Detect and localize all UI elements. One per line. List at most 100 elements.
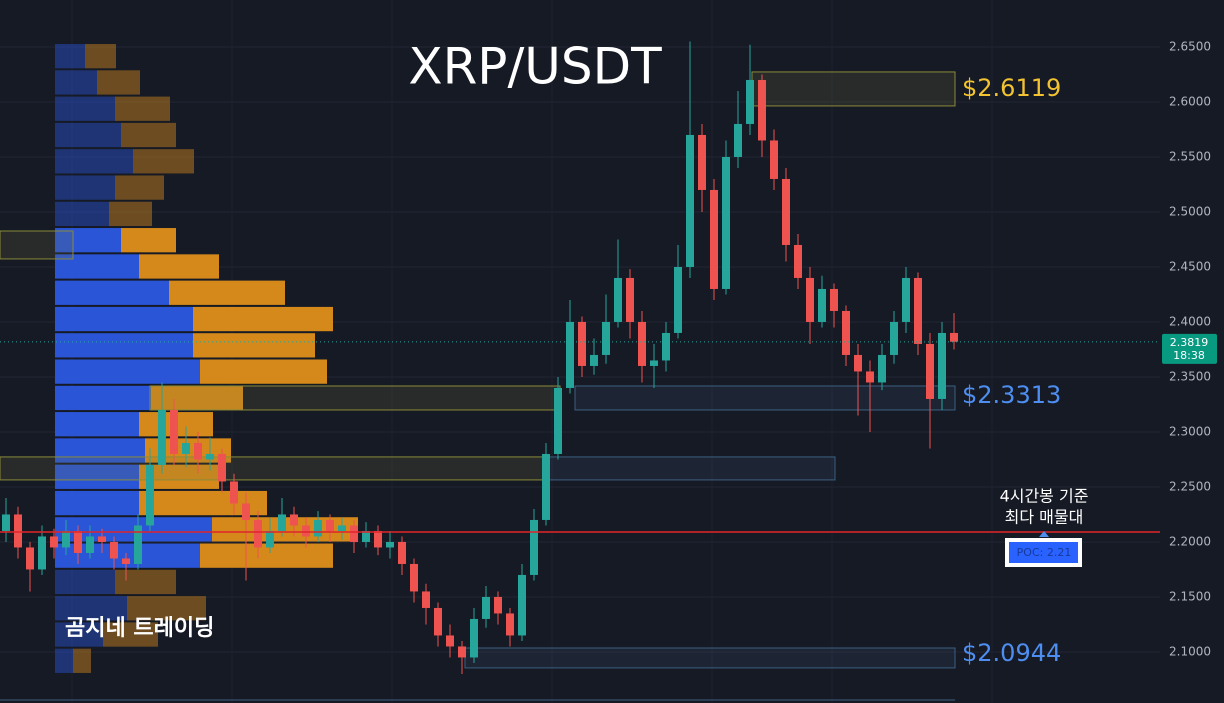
level-label: $2.0944 xyxy=(962,639,1061,667)
candle-body xyxy=(926,343,934,399)
candle-body xyxy=(698,134,706,190)
candle-body xyxy=(758,79,766,141)
profile-buy xyxy=(55,175,115,200)
y-tick-label: 2.1500 xyxy=(1169,589,1211,603)
candle-body xyxy=(854,354,862,372)
candle-body xyxy=(278,514,286,531)
profile-sell xyxy=(85,44,116,69)
candle-body xyxy=(566,321,574,388)
zone xyxy=(464,647,956,669)
candle-body xyxy=(782,178,790,245)
candle-body xyxy=(326,519,334,531)
candle-body xyxy=(674,266,682,333)
candle-body xyxy=(14,514,22,548)
y-tick-label: 2.6000 xyxy=(1169,94,1211,108)
profile-sell xyxy=(115,175,164,200)
candle-body xyxy=(206,453,214,460)
candle-body xyxy=(554,387,562,454)
profile-buy xyxy=(55,385,151,411)
profile-sell xyxy=(115,569,176,595)
candle-body xyxy=(302,525,310,537)
candle-body xyxy=(890,321,898,355)
candle-body xyxy=(26,547,34,570)
candle-body xyxy=(86,536,94,553)
candle-body xyxy=(866,371,874,383)
candle-body xyxy=(386,541,394,548)
candle-body xyxy=(338,525,346,531)
candle-body xyxy=(134,525,142,564)
profile-buy xyxy=(55,149,133,174)
profile-sell xyxy=(200,543,333,568)
candle-body xyxy=(194,442,202,460)
last-price-label: 2.3819 xyxy=(1170,336,1209,349)
candle-body xyxy=(38,536,46,570)
candle-body xyxy=(938,332,946,399)
level-label: $2.3313 xyxy=(962,381,1061,409)
profile-buy xyxy=(55,228,121,253)
candle-body xyxy=(218,453,226,482)
candle-body xyxy=(242,503,250,520)
candle-body xyxy=(374,530,382,548)
profile-buy xyxy=(55,201,109,227)
candle-body xyxy=(230,481,238,504)
profile-buy xyxy=(55,464,139,489)
profile-buy xyxy=(55,596,127,621)
profile-buy xyxy=(55,306,193,332)
candle-body xyxy=(914,277,922,344)
last-price-box xyxy=(1162,333,1217,364)
profile-buy xyxy=(55,359,200,384)
poc-label: POC: 2.21 xyxy=(1017,546,1072,559)
candle-body xyxy=(350,525,358,542)
candle-body xyxy=(770,140,778,179)
zone xyxy=(751,71,956,107)
profile-sell xyxy=(73,648,91,673)
candle-body xyxy=(734,123,742,157)
candle-body xyxy=(806,277,814,322)
profile-sell xyxy=(97,70,140,95)
candle-body xyxy=(458,646,466,658)
profile-sell xyxy=(169,280,285,305)
candle-body xyxy=(146,464,154,526)
last-time-label: 18:38 xyxy=(1173,349,1205,362)
profile-buy xyxy=(55,96,115,121)
profile-sell xyxy=(139,254,219,279)
candle-body xyxy=(950,332,958,342)
candle-body xyxy=(626,277,634,322)
candle-body xyxy=(722,156,730,289)
candle-body xyxy=(434,607,442,636)
poc-pointer xyxy=(1039,531,1049,537)
profile-sell xyxy=(115,96,170,121)
y-tick-label: 2.3500 xyxy=(1169,369,1211,383)
y-tick-label: 2.6500 xyxy=(1169,39,1211,53)
zones xyxy=(0,71,956,701)
profile-sell xyxy=(193,333,315,358)
candle-body xyxy=(710,189,718,289)
volume-profile xyxy=(55,44,358,673)
candle-body xyxy=(446,635,454,647)
candle-body xyxy=(878,354,886,383)
profile-buy xyxy=(55,412,139,437)
zone xyxy=(574,385,956,411)
candle-body xyxy=(542,453,550,520)
candle-body xyxy=(578,321,586,366)
poc-box-inner xyxy=(1009,542,1078,563)
candle-body xyxy=(650,360,658,366)
candle-body xyxy=(614,277,622,322)
profile-sell xyxy=(151,385,243,411)
candle-body xyxy=(2,514,10,531)
zone xyxy=(544,456,836,481)
candle-body xyxy=(422,591,430,608)
overlay: POC: 2.21 $2.6119 $2.3313 $2.0944 2.381918:3… xyxy=(0,74,1217,667)
watermark: 곰지네 트레이딩 xyxy=(65,616,214,641)
candle-body xyxy=(266,530,274,548)
candle-body xyxy=(98,536,106,542)
profile-sell xyxy=(193,306,333,332)
candle-body xyxy=(830,288,838,311)
profile-buy xyxy=(55,70,97,95)
candle-body xyxy=(794,244,802,278)
profile-buy xyxy=(55,622,103,647)
y-tick-label: 2.5500 xyxy=(1169,149,1211,163)
level-label: $2.6119 xyxy=(962,74,1061,102)
candle-body xyxy=(50,536,58,548)
candle-body xyxy=(602,321,610,355)
